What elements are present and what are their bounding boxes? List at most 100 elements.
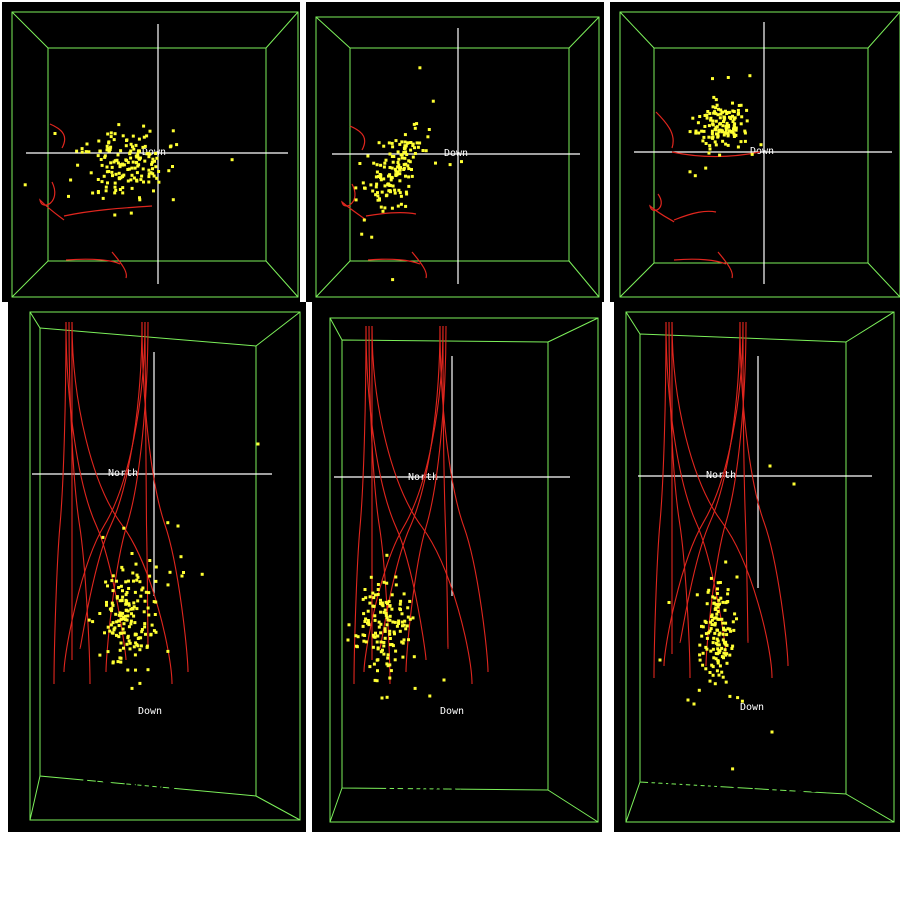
event-point [725,661,729,665]
event-point [103,155,107,159]
event-points [688,74,763,178]
event-point [729,629,733,633]
event-point [730,647,734,650]
event-point [118,648,122,652]
event-point [390,206,394,210]
event-point [110,165,114,169]
fault-track [442,325,449,649]
wireframe-box [11,11,299,298]
event-point [713,140,717,144]
event-point [400,153,404,157]
event-point [147,155,151,159]
event-point [391,184,395,188]
event-point [712,656,716,660]
event-point [721,632,725,636]
event-point [442,678,446,682]
event-point [147,175,151,179]
event-point [106,650,110,654]
event-point [388,614,392,618]
event-point [379,640,383,644]
event-point [412,655,416,659]
event-point [132,176,136,180]
event-point [402,638,406,642]
event-point [124,580,128,584]
event-point [718,602,721,606]
event-point [119,660,123,664]
event-point [150,623,154,627]
event-point [396,170,400,174]
event-point [105,148,109,152]
event-point [360,232,364,236]
event-point [720,130,724,134]
event-point [117,613,121,617]
event-point [148,152,152,156]
event-point [720,646,724,650]
event-point [403,133,407,137]
event-point [126,668,130,672]
event-point [151,157,155,161]
event-point [371,189,375,193]
event-point [105,603,108,607]
event-point [384,611,388,615]
event-point [718,153,722,157]
event-point [383,636,387,640]
event-point [152,189,155,193]
event-point [415,141,419,145]
event-point [400,620,404,624]
event-point [111,631,115,635]
event-point [386,664,390,668]
event-point [704,166,708,170]
event-point [399,608,402,612]
event-point [716,661,720,665]
event-point [709,649,713,653]
event-point [727,123,730,127]
event-point [409,148,413,152]
fault-tracks [649,111,761,279]
event-point [431,99,435,103]
event-point [155,156,159,160]
event-point [406,606,410,610]
wireframe-box [619,11,900,298]
event-points [658,464,796,771]
event-point [166,583,170,587]
event-point [389,178,393,182]
event-point [149,632,153,636]
event-point [740,115,744,119]
event-point [732,124,736,128]
event-point [112,160,116,164]
event-point [354,634,358,638]
event-point [154,165,158,169]
event-point [421,149,425,152]
event-point [371,645,375,649]
event-point [129,211,133,215]
event-point [383,629,387,633]
event-point [108,629,112,633]
event-point [126,609,130,613]
event-point [147,180,151,184]
event-point [374,193,378,197]
event-point [368,601,372,605]
event-point [407,159,411,163]
event-point [134,143,138,147]
event-point [717,130,721,134]
event-point [411,155,415,159]
fault-track [439,325,489,673]
event-point [701,139,705,143]
event-points [354,66,463,282]
event-point [387,141,391,145]
event-point [129,142,133,146]
event-point [80,150,84,154]
event-point [709,116,713,120]
event-point [166,649,170,653]
event-point [386,653,390,657]
event-point [374,631,377,635]
event-point [87,618,91,622]
event-point [418,66,422,70]
event-point [150,162,154,166]
event-point [415,122,419,126]
event-point [127,625,131,629]
event-point [708,147,712,151]
event-point [383,184,387,188]
event-point [394,649,398,653]
event-point [143,625,147,629]
